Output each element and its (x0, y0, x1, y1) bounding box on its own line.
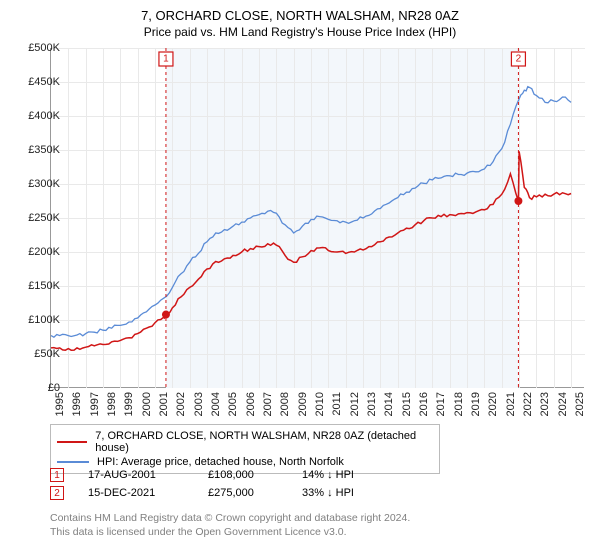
marker-dot (514, 197, 522, 205)
chart-container: 7, ORCHARD CLOSE, NORTH WALSHAM, NR28 0A… (0, 0, 600, 560)
y-tick-label: £400K (10, 110, 60, 122)
marker-diff: 33% ↓ HPI (302, 487, 382, 499)
x-tick-label: 2021 (505, 392, 517, 416)
x-tick-label: 1995 (54, 392, 66, 416)
x-tick-label: 1997 (89, 392, 101, 416)
marker-table-box: 2 (50, 486, 64, 500)
x-tick-label: 2020 (487, 392, 499, 416)
x-tick-label: 2005 (227, 392, 239, 416)
marker-dot (162, 311, 170, 319)
x-tick-label: 2009 (297, 392, 309, 416)
x-tick-label: 2015 (401, 392, 413, 416)
x-tick-label: 2012 (349, 392, 361, 416)
y-tick-label: £500K (10, 42, 60, 54)
x-tick-label: 2024 (557, 392, 569, 416)
marker-price: £108,000 (208, 469, 278, 481)
x-tick-label: 1996 (71, 392, 83, 416)
x-tick-label: 2002 (175, 392, 187, 416)
marker-number: 1 (163, 54, 169, 65)
x-tick-label: 2018 (453, 392, 465, 416)
legend-label: 7, ORCHARD CLOSE, NORTH WALSHAM, NR28 0A… (95, 430, 433, 454)
x-tick-label: 2011 (331, 392, 343, 416)
x-tick-label: 2016 (418, 392, 430, 416)
x-tick-label: 2001 (158, 392, 170, 416)
y-tick-label: £450K (10, 76, 60, 88)
plot-area: 12 (50, 48, 584, 388)
x-tick-label: 1998 (106, 392, 118, 416)
y-tick-label: £350K (10, 144, 60, 156)
x-tick-label: 2003 (193, 392, 205, 416)
x-tick-label: 2006 (245, 392, 257, 416)
x-tick-label: 2022 (522, 392, 534, 416)
x-tick-label: 2007 (262, 392, 274, 416)
x-tick-label: 2010 (314, 392, 326, 416)
y-tick-label: £300K (10, 178, 60, 190)
series-line (51, 87, 571, 338)
legend-item: 7, ORCHARD CLOSE, NORTH WALSHAM, NR28 0A… (57, 429, 433, 455)
marker-table-box: 1 (50, 468, 64, 482)
x-tick-label: 2019 (470, 392, 482, 416)
marker-date: 15-DEC-2021 (88, 487, 184, 499)
footer-line-1: Contains HM Land Registry data © Crown c… (50, 512, 410, 526)
markers-table: 1 17-AUG-2001 £108,000 14% ↓ HPI 2 15-DEC-202… (50, 466, 382, 502)
y-tick-label: £50K (10, 348, 60, 360)
chart-subtitle: Price paid vs. HM Land Registry's House … (0, 23, 600, 39)
x-tick-label: 1999 (123, 392, 135, 416)
x-tick-label: 2000 (141, 392, 153, 416)
x-tick-label: 2025 (574, 392, 586, 416)
legend-swatch (57, 441, 87, 443)
marker-table-row: 1 17-AUG-2001 £108,000 14% ↓ HPI (50, 466, 382, 484)
marker-table-row: 2 15-DEC-2021 £275,000 33% ↓ HPI (50, 484, 382, 502)
y-tick-label: £0 (10, 382, 60, 394)
marker-price: £275,000 (208, 487, 278, 499)
x-tick-label: 2017 (435, 392, 447, 416)
marker-diff: 14% ↓ HPI (302, 469, 382, 481)
x-tick-label: 2004 (210, 392, 222, 416)
x-tick-label: 2014 (383, 392, 395, 416)
y-tick-label: £150K (10, 280, 60, 292)
series-line (51, 151, 571, 350)
marker-date: 17-AUG-2001 (88, 469, 184, 481)
y-tick-label: £250K (10, 212, 60, 224)
footer-line-2: This data is licensed under the Open Gov… (50, 526, 410, 540)
chart-svg: 12 (51, 48, 585, 388)
y-tick-label: £100K (10, 314, 60, 326)
y-tick-label: £200K (10, 246, 60, 258)
x-tick-label: 2008 (279, 392, 291, 416)
x-tick-label: 2023 (539, 392, 551, 416)
x-tick-label: 2013 (366, 392, 378, 416)
footer: Contains HM Land Registry data © Crown c… (50, 512, 410, 539)
chart-title: 7, ORCHARD CLOSE, NORTH WALSHAM, NR28 0A… (0, 0, 600, 23)
marker-number: 2 (516, 54, 522, 65)
legend-swatch (57, 461, 89, 463)
